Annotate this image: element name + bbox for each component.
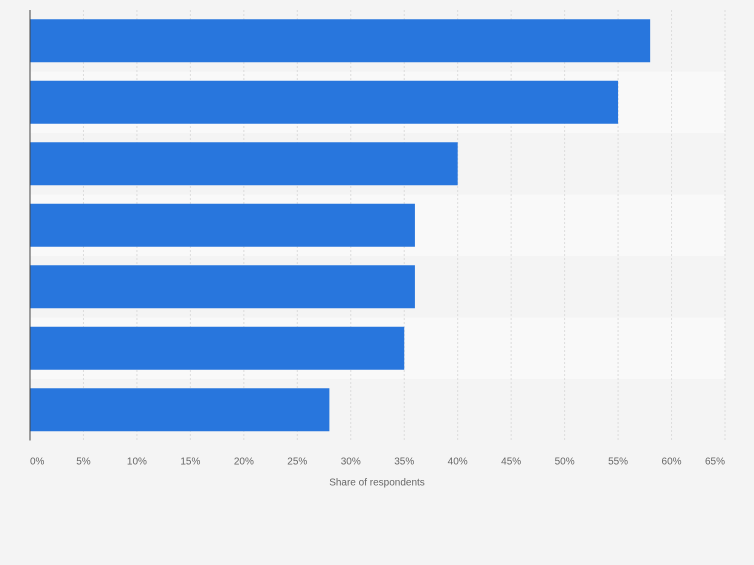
x-axis-title: Share of respondents (329, 478, 425, 489)
x-tick-label: 50% (555, 457, 575, 468)
bar (30, 265, 415, 309)
bar (30, 203, 415, 247)
x-tick-label: 15% (180, 457, 200, 468)
x-tick-label: 0% (30, 457, 45, 468)
x-tick-label: 40% (448, 457, 468, 468)
bar (30, 142, 458, 186)
x-tick-label: 10% (127, 457, 147, 468)
bar (30, 326, 405, 370)
x-axis-ticks: 0% 5% 10% 15% 20% 25% 30% 35% 40% 45% 50% 55% 60% 65% (30, 457, 725, 468)
x-tick-label: 65% (705, 457, 725, 468)
bar (30, 19, 651, 63)
x-tick-label: 5% (76, 457, 91, 468)
x-tick-label: 35% (394, 457, 414, 468)
x-tick-label: 60% (662, 457, 682, 468)
bar (30, 388, 330, 432)
x-tick-label: 20% (234, 457, 254, 468)
bar (30, 80, 619, 124)
x-tick-label: 30% (341, 457, 361, 468)
x-tick-label: 55% (608, 457, 628, 468)
x-tick-label: 25% (287, 457, 307, 468)
x-tick-label: 45% (501, 457, 521, 468)
bars (30, 19, 651, 432)
